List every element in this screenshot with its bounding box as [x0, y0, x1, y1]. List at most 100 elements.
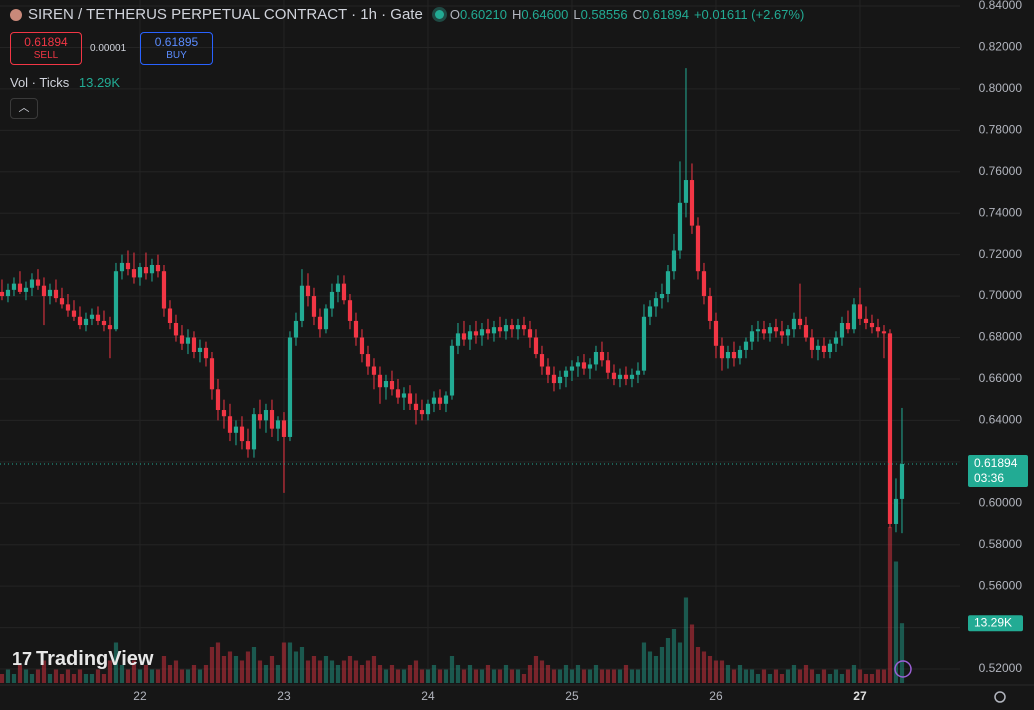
volume-bar: [467, 665, 473, 683]
candle-body: [371, 366, 377, 375]
brand-logo: 17 TradingView: [12, 648, 154, 670]
volume-bar: [593, 665, 599, 683]
candle-body: [239, 426, 245, 442]
volume-bar: [659, 647, 665, 683]
volume-bar: [827, 674, 833, 683]
volume-bar: [353, 660, 359, 683]
ohlc-key: H: [511, 7, 522, 22]
candle-body: [155, 264, 161, 272]
volume-bar: [131, 660, 137, 683]
volume-bar: [359, 665, 365, 683]
volume-bar: [227, 651, 233, 683]
candle-body: [293, 320, 299, 338]
candle-body: [719, 345, 725, 359]
volume-bar: [641, 642, 647, 683]
volume-bar: [617, 669, 623, 683]
candle-body: [569, 366, 575, 371]
volume-bar: [653, 656, 659, 683]
volume-bar: [275, 665, 281, 683]
candle-body: [761, 329, 767, 334]
volume-bar: [395, 669, 401, 683]
volume-bar: [815, 674, 821, 683]
x-tick-label: 24: [421, 689, 435, 703]
volume-bar: [497, 669, 503, 683]
volume-bar: [503, 665, 509, 683]
candle-body: [71, 310, 77, 317]
candle-body: [641, 316, 647, 371]
candle-body: [821, 345, 827, 353]
candle-body: [407, 393, 413, 404]
brand-text: TradingView: [36, 648, 154, 670]
volume-bar: [623, 665, 629, 683]
candle-body: [113, 271, 119, 330]
settings-icon: [994, 691, 1006, 703]
y-tick-label: 0.56000: [979, 578, 1023, 592]
sell-price: 0.61894: [24, 34, 68, 49]
candle-body: [461, 333, 467, 340]
volume-bar: [107, 660, 113, 683]
candle-body: [785, 329, 791, 336]
candle-body: [65, 304, 71, 311]
candle-body: [803, 325, 809, 338]
candle-body: [215, 389, 221, 411]
candle-body: [743, 341, 749, 350]
candle-body: [53, 289, 59, 299]
candle-body: [23, 287, 29, 292]
candle-body: [875, 327, 881, 332]
volume-bar: [719, 660, 725, 683]
volume-bar: [851, 665, 857, 683]
candle-body: [437, 397, 443, 404]
volume-bar: [857, 669, 863, 683]
volume-tag-label: 13.29K: [974, 615, 1012, 629]
buy-button[interactable]: 0.61895 BUY: [140, 32, 213, 65]
volume-bar: [5, 669, 11, 683]
candle-body: [491, 327, 497, 334]
candle-body: [125, 262, 131, 270]
volume-bar: [695, 647, 701, 683]
volume-bar: [161, 656, 167, 683]
volume-bar: [671, 629, 677, 683]
candle-body: [677, 202, 683, 251]
volume-legend: Vol · Ticks 13.29K: [10, 75, 120, 90]
volume-bar: [683, 597, 689, 683]
buy-label: BUY: [166, 49, 187, 61]
candle-body: [893, 498, 899, 524]
y-tick-label: 0.78000: [979, 122, 1023, 136]
ohlc-key: L: [573, 7, 581, 22]
candle-body: [245, 441, 251, 450]
volume-bar: [239, 660, 245, 683]
volume-bar: [803, 665, 809, 683]
volume-bar: [335, 665, 341, 683]
sell-button[interactable]: 0.61894 SELL: [10, 32, 82, 65]
candle-body: [47, 289, 53, 297]
y-tick-label: 0.84000: [979, 0, 1023, 12]
volume-bar: [845, 669, 851, 683]
candle-body: [179, 335, 185, 344]
volume-bar: [281, 642, 287, 683]
candle-body: [887, 333, 893, 524]
candle-body: [251, 414, 257, 450]
volume-bar: [77, 669, 83, 683]
volume-bar: [689, 624, 695, 683]
volume-bar: [257, 660, 263, 683]
volume-bar: [635, 669, 641, 683]
volume-bar: [875, 669, 881, 683]
volume-bar: [83, 674, 89, 683]
y-tick-label: 0.80000: [979, 81, 1023, 95]
candle-body: [899, 464, 905, 499]
symbol-icon: [10, 8, 22, 21]
ohlc-key: O: [449, 7, 460, 22]
candle-body: [731, 352, 737, 359]
volume-bar: [437, 669, 443, 683]
volume-bar: [797, 669, 803, 683]
volume-bar: [647, 651, 653, 683]
spread: 0.00001: [90, 43, 127, 54]
candle-body: [749, 331, 755, 342]
collapse-button[interactable]: ︿: [10, 98, 38, 119]
candle-body: [467, 331, 473, 340]
candle-body: [425, 403, 431, 415]
candle-body: [209, 358, 215, 390]
volume-bar: [533, 656, 539, 683]
candle-body: [317, 316, 323, 330]
